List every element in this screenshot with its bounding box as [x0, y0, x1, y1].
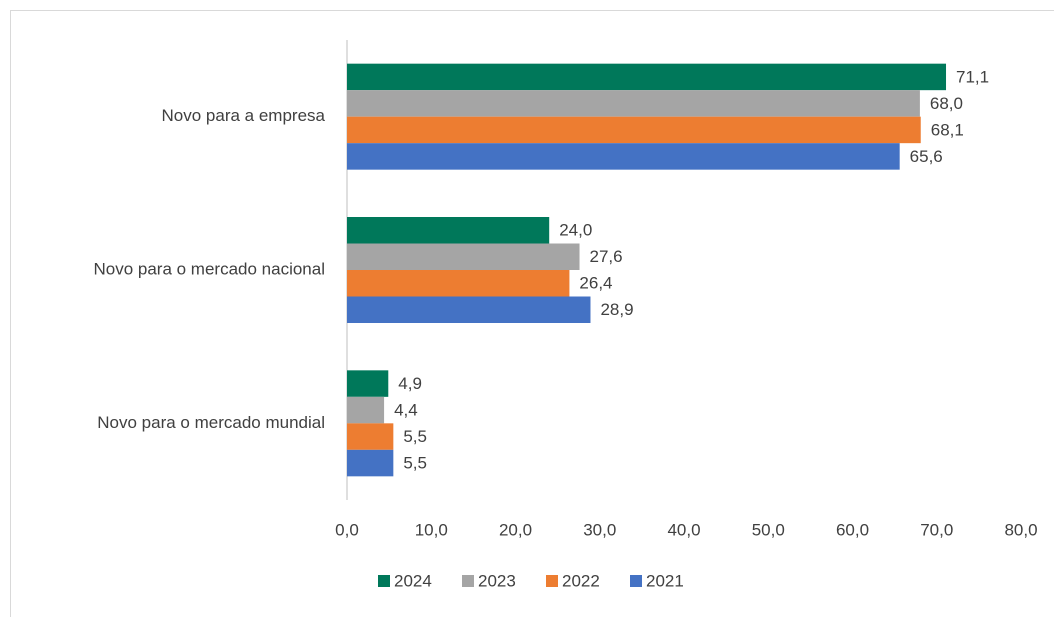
x-tick-label: 70,0 — [920, 520, 953, 539]
x-tick-label: 60,0 — [836, 520, 869, 539]
bar — [347, 63, 947, 91]
legend-swatch — [630, 575, 642, 587]
y-tick-label: Novo para o mercado nacional — [93, 259, 325, 278]
bar — [347, 396, 385, 424]
legend-swatch — [462, 575, 474, 587]
value-label: 5,5 — [403, 454, 427, 473]
bar — [347, 143, 900, 170]
bar — [347, 90, 920, 117]
y-tick-label: Novo para a empresa — [162, 106, 326, 125]
bar — [347, 116, 921, 144]
x-tick-label: 30,0 — [583, 520, 616, 539]
legend-label: 2021 — [646, 571, 684, 590]
bar — [347, 243, 580, 270]
bar — [347, 370, 389, 397]
legend-swatch — [378, 575, 390, 587]
chart-frame — [10, 10, 1054, 617]
value-label: 28,9 — [600, 300, 633, 319]
value-label: 4,4 — [394, 401, 418, 420]
bar — [347, 270, 570, 297]
legend-label: 2022 — [562, 571, 600, 590]
bar — [347, 296, 591, 323]
value-label: 4,9 — [398, 374, 422, 393]
value-label: 5,5 — [403, 427, 427, 446]
value-label: 68,1 — [931, 120, 964, 139]
value-label: 68,0 — [930, 94, 963, 113]
value-label: 24,0 — [559, 221, 592, 240]
legend-label: 2024 — [394, 571, 432, 590]
value-label: 65,6 — [910, 147, 943, 166]
legend-label: 2023 — [478, 571, 516, 590]
x-tick-label: 40,0 — [667, 520, 700, 539]
value-label: 26,4 — [579, 274, 612, 293]
value-label: 71,1 — [956, 67, 989, 86]
x-tick-label: 20,0 — [499, 520, 532, 539]
x-tick-label: 10,0 — [415, 520, 448, 539]
bar — [347, 423, 394, 450]
legend-swatch — [546, 575, 558, 587]
value-label: 27,6 — [590, 247, 623, 266]
x-tick-label: 80,0 — [1004, 520, 1037, 539]
y-tick-label: Novo para o mercado mundial — [97, 413, 325, 432]
x-tick-label: 0,0 — [335, 520, 359, 539]
bar — [347, 449, 394, 477]
x-tick-label: 50,0 — [752, 520, 785, 539]
bar — [347, 217, 550, 244]
